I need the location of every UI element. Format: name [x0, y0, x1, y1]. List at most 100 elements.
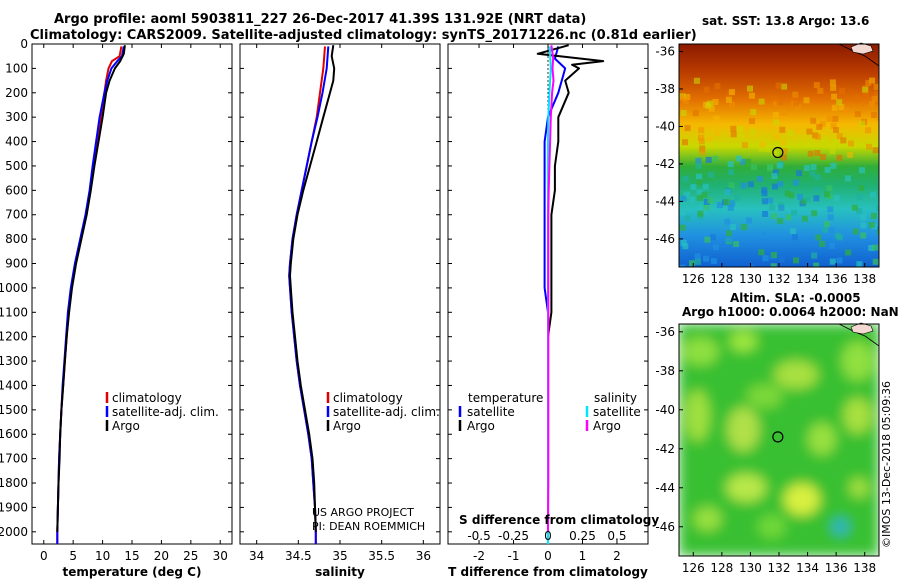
depth-tick-label: 1600 [0, 427, 28, 441]
sst-pixel [707, 197, 714, 204]
sst-pixel [693, 77, 700, 84]
sst-pixel [813, 195, 820, 202]
sst-pixel [698, 123, 704, 130]
sst-pixel [774, 141, 781, 148]
sst-pixel [730, 131, 737, 138]
sst-lat-label: -44 [655, 194, 675, 208]
sla-anomaly-blob [682, 337, 719, 366]
sst-pixel [680, 239, 687, 246]
sst-pixel [767, 253, 774, 260]
sst-pixel [790, 228, 796, 235]
sst-pixel [847, 151, 854, 158]
sst-lat-label: -36 [655, 44, 675, 58]
sst-pixel [873, 91, 879, 98]
legend-label: Argo [467, 419, 495, 433]
profile-panel-difference: -2 -1 0 1 2 T difference from climatology temp… [447, 43, 659, 579]
sst-pixel [794, 127, 801, 134]
sst-pixel [745, 158, 752, 165]
sst-pixel [832, 115, 839, 122]
sst-pixel [810, 117, 817, 124]
depth-tick-label: 1700 [0, 452, 28, 466]
sst-pixel [870, 191, 876, 198]
sst-pixel [682, 243, 689, 250]
sla-anomaly-blob [832, 518, 849, 535]
sst-pixel [873, 83, 879, 90]
depth-tick-label: 100 [5, 61, 28, 75]
sst-pixel [682, 175, 689, 182]
sst-pixel [854, 111, 861, 117]
sst-pixel [697, 205, 704, 212]
temperature-xtick-label: 25 [183, 549, 198, 563]
sst-pixel [779, 126, 786, 133]
sst-pixel [706, 136, 713, 143]
depth-tick-label: 1200 [0, 330, 28, 344]
sst-pixel [698, 127, 705, 134]
sst-pixel [775, 82, 782, 89]
sst-pixel [872, 244, 879, 251]
sst-pixel [831, 104, 838, 111]
sst-pixel [810, 164, 817, 170]
sst-pixel [852, 228, 859, 235]
salinity-plot-frame [239, 43, 441, 545]
sst-pixel [862, 86, 869, 93]
sst-pixel [761, 231, 768, 238]
sst-pixel [724, 218, 731, 225]
sst-pixel [795, 104, 801, 110]
sst-lat-label: -40 [655, 119, 675, 133]
depth-tick-label: 500 [5, 159, 28, 173]
sst-lat-label: -38 [655, 82, 675, 96]
sst-pixel [856, 261, 863, 267]
sst-pixel [705, 156, 712, 163]
sst-lon-label: 132 [768, 272, 791, 286]
sst-pixel [792, 91, 799, 98]
sst-pixel [771, 173, 778, 179]
sst-pixel [762, 255, 769, 262]
sla-map: 126 128 130 132 134 136 138 -36 -38 -40 -42 -44 -46 [655, 322, 880, 575]
sst-pixel [801, 198, 807, 205]
sst-pixel [773, 119, 780, 126]
sst-pixel [822, 226, 829, 233]
sst-pixel [695, 163, 702, 170]
salinity-xtick-label: 34 [249, 549, 264, 563]
sst-pixel [772, 169, 779, 176]
sla-lat-label: -44 [655, 481, 675, 495]
sst-pixel [728, 169, 735, 176]
sst-pixel [696, 179, 703, 185]
sst-map-field [679, 44, 879, 267]
sst-pixel [730, 224, 737, 231]
sst-pixel [778, 204, 785, 211]
sst-pixel [748, 264, 755, 267]
sst-pixel [851, 204, 858, 211]
sst-pixel [758, 249, 765, 256]
sla-anomaly-blob [685, 389, 710, 442]
sla-map-field [679, 324, 879, 556]
sst-pixel [829, 258, 836, 265]
profile-panel-temperature: 0100200300400500600700800900100011001200… [0, 37, 233, 579]
sst-lon-label: 138 [853, 272, 876, 286]
sst-pixel [781, 83, 788, 90]
difference-xtick-label: 1 [579, 549, 587, 563]
sst-pixel [697, 210, 704, 217]
sst-pixel [866, 143, 872, 150]
temperature-series-satellite-adj-clim- [56, 46, 125, 544]
sst-pixel [811, 210, 818, 217]
sst-pixel [856, 193, 863, 200]
sst-pixel [727, 236, 733, 243]
sla-map-subtitle: Argo h1000: 0.0064 h2000: NaN [682, 305, 899, 319]
sst-pixel [708, 105, 715, 112]
legend-label: climatology [112, 391, 182, 405]
sst-pixel [705, 141, 712, 148]
sla-anomaly-blob [729, 331, 758, 352]
sst-pixel [811, 252, 818, 259]
sst-pixel [680, 195, 687, 202]
sst-pixel [823, 221, 830, 228]
sla-lon-label: 132 [768, 561, 791, 575]
sst-pixel [840, 137, 847, 144]
sst-pixel [747, 85, 753, 92]
salinity-difference-axis-label: S difference from climatology [459, 513, 659, 527]
sst-lat-label: -46 [655, 232, 675, 246]
sst-pixel [761, 198, 768, 205]
legend-label: satellite-adj. clim. [333, 405, 440, 419]
sst-pixel [868, 101, 875, 108]
